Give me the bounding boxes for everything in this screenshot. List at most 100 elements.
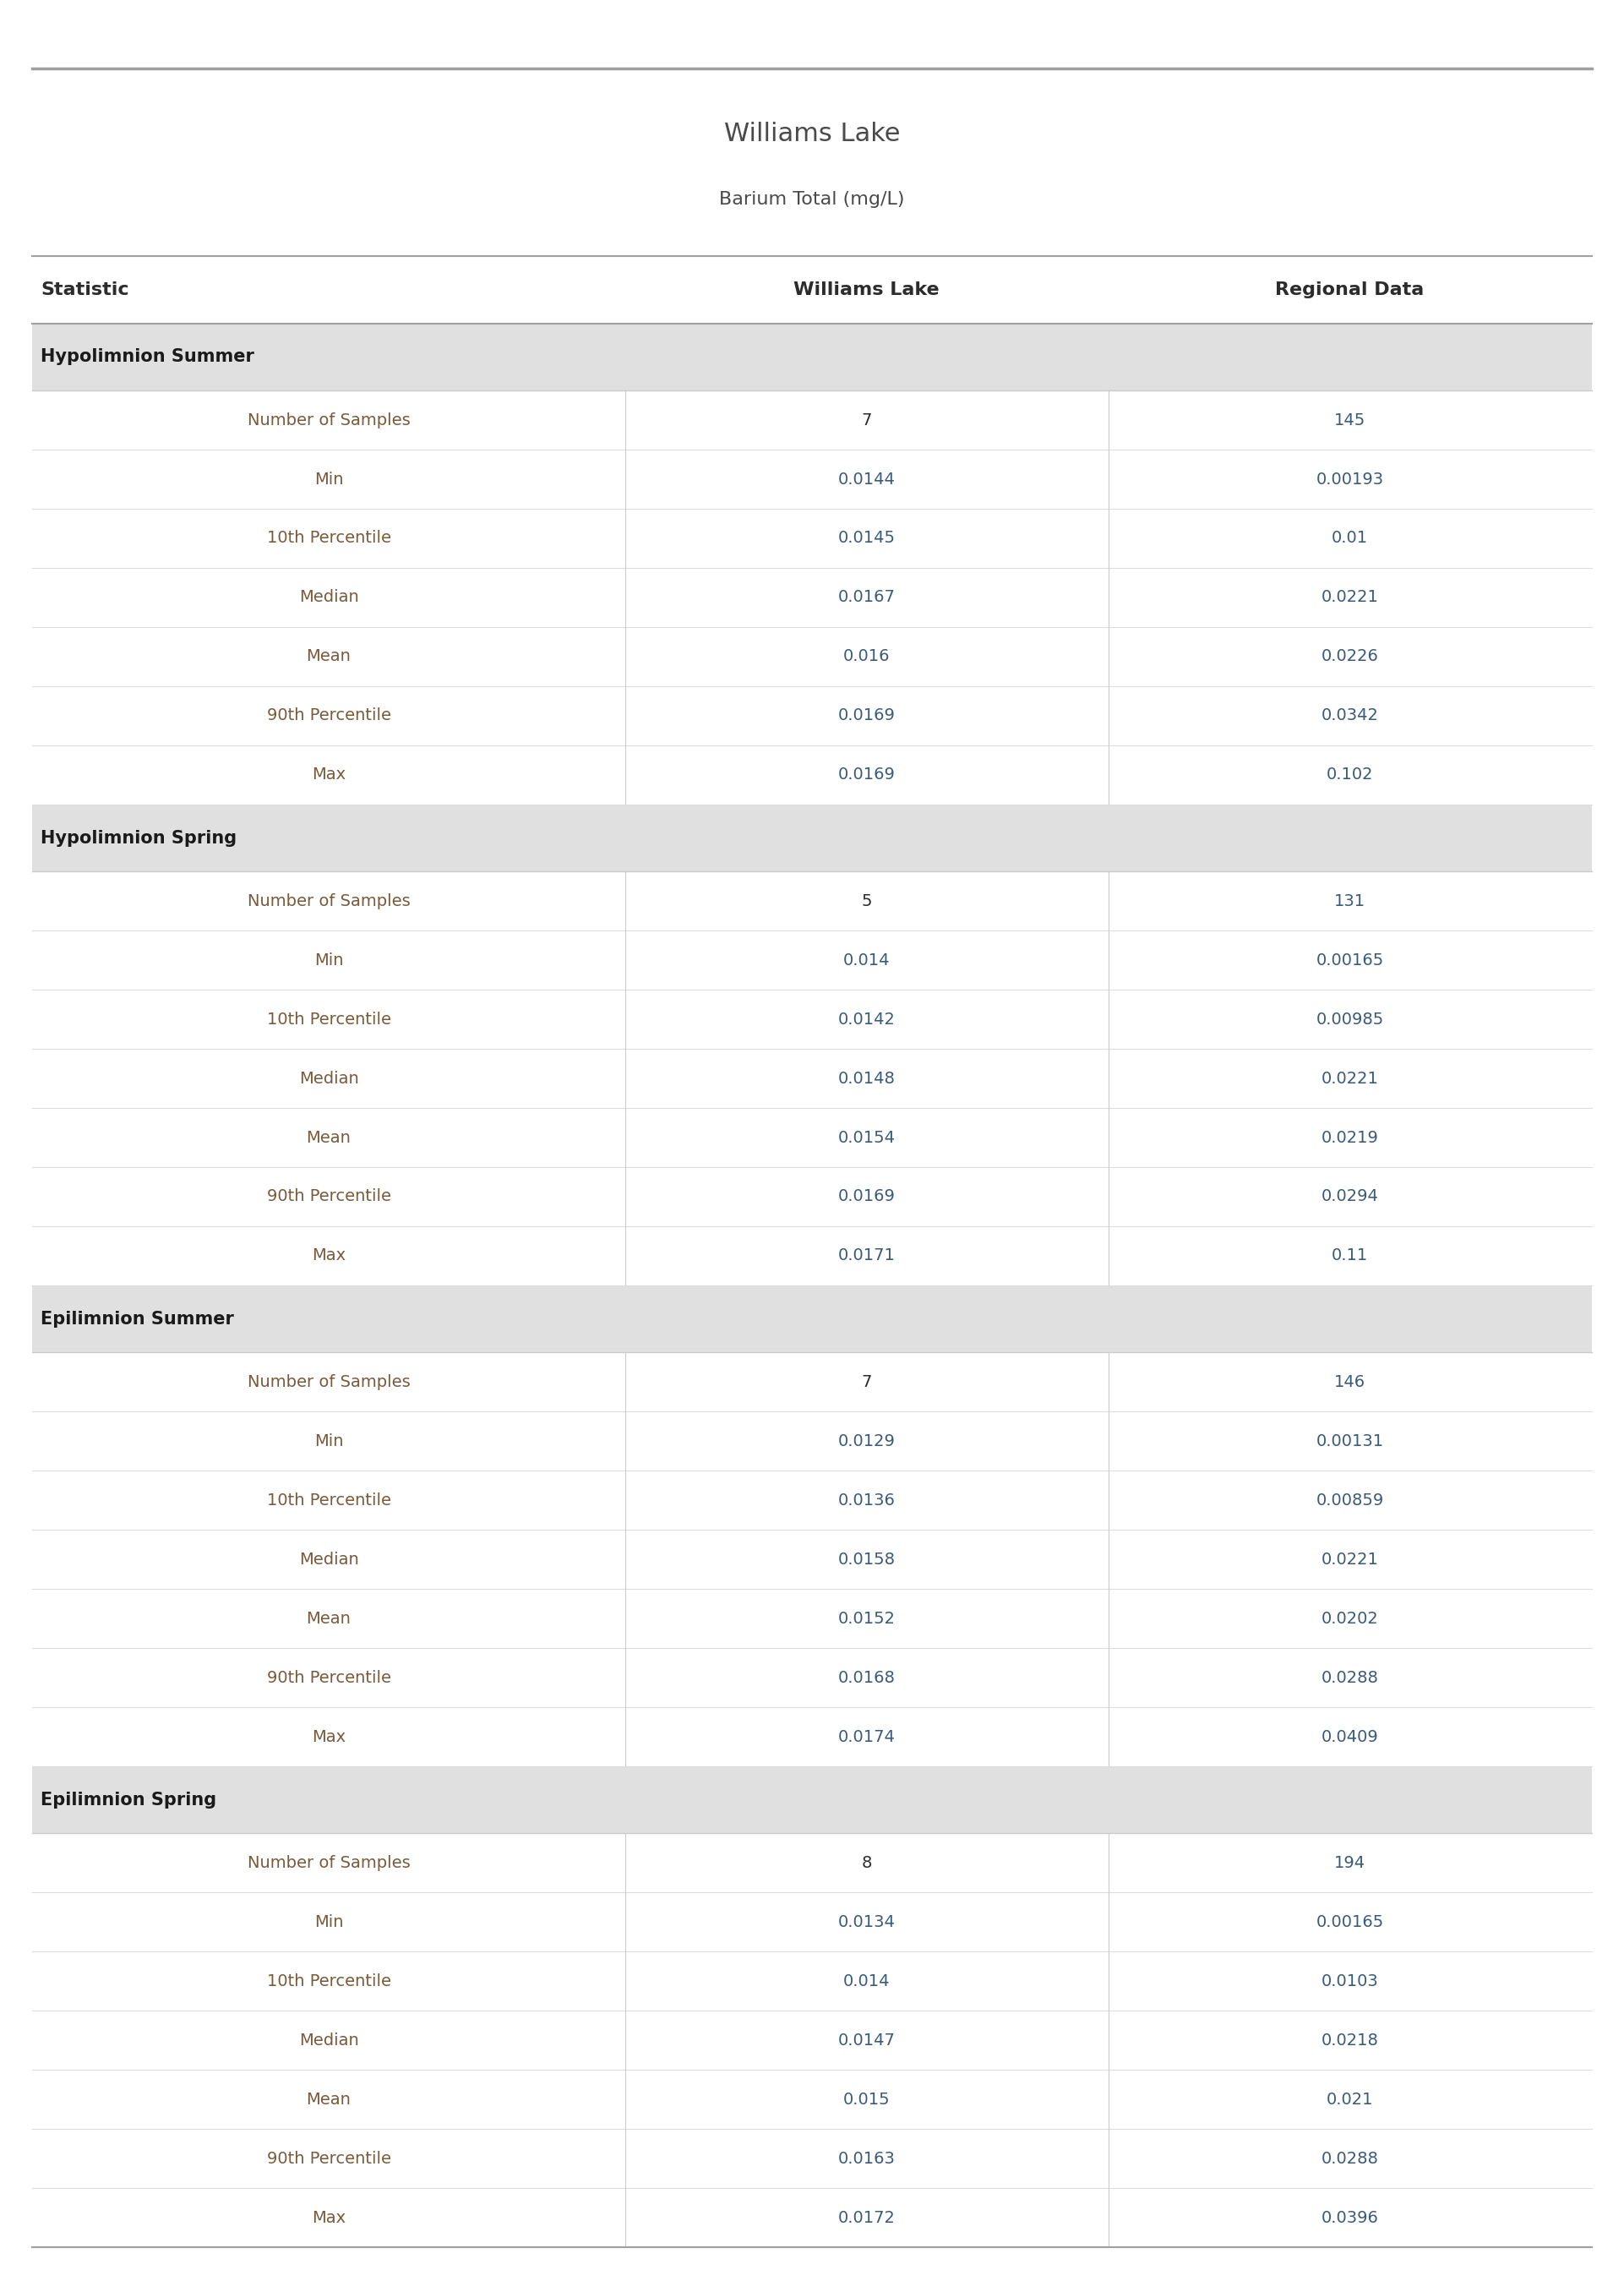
FancyBboxPatch shape	[32, 627, 1592, 686]
Text: Epilimnion Spring: Epilimnion Spring	[41, 1791, 216, 1809]
Text: Williams Lake: Williams Lake	[794, 281, 940, 297]
Text: 0.0396: 0.0396	[1322, 2209, 1379, 2227]
FancyBboxPatch shape	[32, 2188, 1592, 2247]
Text: Max: Max	[312, 2209, 346, 2227]
Text: 0.0167: 0.0167	[838, 590, 895, 606]
Text: Median: Median	[299, 1071, 359, 1087]
Text: 0.0226: 0.0226	[1322, 649, 1379, 665]
Text: 0.0218: 0.0218	[1322, 2032, 1379, 2048]
Text: Hypolimnion Summer: Hypolimnion Summer	[41, 350, 255, 365]
FancyBboxPatch shape	[32, 568, 1592, 627]
Text: 0.0288: 0.0288	[1322, 2150, 1379, 2166]
Text: Epilimnion Summer: Epilimnion Summer	[41, 1310, 234, 1328]
Text: 0.0409: 0.0409	[1322, 1730, 1379, 1746]
Text: 0.0221: 0.0221	[1322, 590, 1379, 606]
Text: 0.01: 0.01	[1332, 531, 1367, 547]
Text: Mean: Mean	[307, 1130, 351, 1146]
FancyBboxPatch shape	[32, 1049, 1592, 1108]
Text: 0.0172: 0.0172	[838, 2209, 895, 2227]
Text: Regional Data: Regional Data	[1275, 281, 1424, 297]
Text: 0.021: 0.021	[1327, 2091, 1374, 2107]
Text: 0.0136: 0.0136	[838, 1491, 895, 1507]
FancyBboxPatch shape	[32, 686, 1592, 745]
Text: 0.0145: 0.0145	[838, 531, 895, 547]
Text: Number of Samples: Number of Samples	[247, 413, 411, 429]
Text: 10th Percentile: 10th Percentile	[266, 1012, 391, 1028]
Text: 0.0152: 0.0152	[838, 1609, 895, 1628]
Text: 0.0158: 0.0158	[838, 1550, 895, 1569]
Text: 0.00859: 0.00859	[1315, 1491, 1384, 1507]
FancyBboxPatch shape	[32, 1108, 1592, 1167]
Text: 0.00985: 0.00985	[1315, 1012, 1384, 1028]
FancyBboxPatch shape	[32, 449, 1592, 508]
Text: 0.0142: 0.0142	[838, 1012, 895, 1028]
Text: 0.0171: 0.0171	[838, 1249, 895, 1264]
FancyBboxPatch shape	[32, 508, 1592, 568]
Text: Williams Lake: Williams Lake	[724, 123, 900, 145]
FancyBboxPatch shape	[32, 2129, 1592, 2188]
Text: Min: Min	[313, 951, 343, 969]
FancyBboxPatch shape	[32, 1412, 1592, 1471]
Text: Number of Samples: Number of Samples	[247, 892, 411, 908]
Text: Number of Samples: Number of Samples	[247, 1373, 411, 1389]
Text: Median: Median	[299, 590, 359, 606]
Text: 0.0154: 0.0154	[838, 1130, 895, 1146]
Text: 0.0103: 0.0103	[1322, 1973, 1379, 1989]
Text: Min: Min	[313, 472, 343, 488]
Text: 0.00193: 0.00193	[1315, 472, 1384, 488]
Text: 145: 145	[1335, 413, 1366, 429]
FancyBboxPatch shape	[32, 990, 1592, 1049]
FancyBboxPatch shape	[32, 1589, 1592, 1648]
Text: 90th Percentile: 90th Percentile	[266, 1189, 391, 1205]
Text: 10th Percentile: 10th Percentile	[266, 1973, 391, 1989]
FancyBboxPatch shape	[32, 1353, 1592, 1412]
Text: 0.0221: 0.0221	[1322, 1550, 1379, 1569]
FancyBboxPatch shape	[32, 1834, 1592, 1893]
Text: 10th Percentile: 10th Percentile	[266, 1491, 391, 1507]
Text: 7: 7	[861, 1373, 872, 1389]
Text: 8: 8	[861, 1855, 872, 1870]
FancyBboxPatch shape	[32, 1893, 1592, 1952]
FancyBboxPatch shape	[32, 322, 1592, 390]
FancyBboxPatch shape	[32, 1530, 1592, 1589]
Text: Max: Max	[312, 1249, 346, 1264]
Text: Statistic: Statistic	[41, 281, 128, 297]
Text: Mean: Mean	[307, 649, 351, 665]
Text: 0.0163: 0.0163	[838, 2150, 895, 2166]
Text: 0.0342: 0.0342	[1322, 708, 1379, 724]
Text: 0.014: 0.014	[843, 1973, 890, 1989]
Text: 131: 131	[1335, 892, 1366, 908]
Text: 5: 5	[861, 892, 872, 908]
FancyBboxPatch shape	[32, 745, 1592, 804]
Text: 90th Percentile: 90th Percentile	[266, 2150, 391, 2166]
FancyBboxPatch shape	[32, 1707, 1592, 1766]
FancyBboxPatch shape	[32, 1766, 1592, 1834]
Text: 0.00165: 0.00165	[1315, 951, 1384, 969]
Text: 0.016: 0.016	[843, 649, 890, 665]
FancyBboxPatch shape	[32, 1226, 1592, 1285]
Text: 0.0134: 0.0134	[838, 1914, 895, 1930]
Text: 0.0219: 0.0219	[1322, 1130, 1379, 1146]
Text: Median: Median	[299, 1550, 359, 1569]
Text: 0.0221: 0.0221	[1322, 1071, 1379, 1087]
Text: Number of Samples: Number of Samples	[247, 1855, 411, 1870]
FancyBboxPatch shape	[32, 1952, 1592, 2011]
Text: 0.0169: 0.0169	[838, 708, 895, 724]
Text: 0.0202: 0.0202	[1322, 1609, 1379, 1628]
Text: Mean: Mean	[307, 1609, 351, 1628]
Text: 90th Percentile: 90th Percentile	[266, 1671, 391, 1687]
FancyBboxPatch shape	[32, 1471, 1592, 1530]
Text: 10th Percentile: 10th Percentile	[266, 531, 391, 547]
Text: 0.00165: 0.00165	[1315, 1914, 1384, 1930]
Text: Barium Total (mg/L): Barium Total (mg/L)	[719, 191, 905, 209]
FancyBboxPatch shape	[32, 804, 1592, 872]
Text: 0.0294: 0.0294	[1322, 1189, 1379, 1205]
FancyBboxPatch shape	[32, 1285, 1592, 1353]
Text: 0.0168: 0.0168	[838, 1671, 895, 1687]
Text: Max: Max	[312, 1730, 346, 1746]
Text: 0.0169: 0.0169	[838, 1189, 895, 1205]
FancyBboxPatch shape	[32, 1167, 1592, 1226]
Text: Median: Median	[299, 2032, 359, 2048]
Text: 0.0174: 0.0174	[838, 1730, 895, 1746]
Text: 0.0288: 0.0288	[1322, 1671, 1379, 1687]
